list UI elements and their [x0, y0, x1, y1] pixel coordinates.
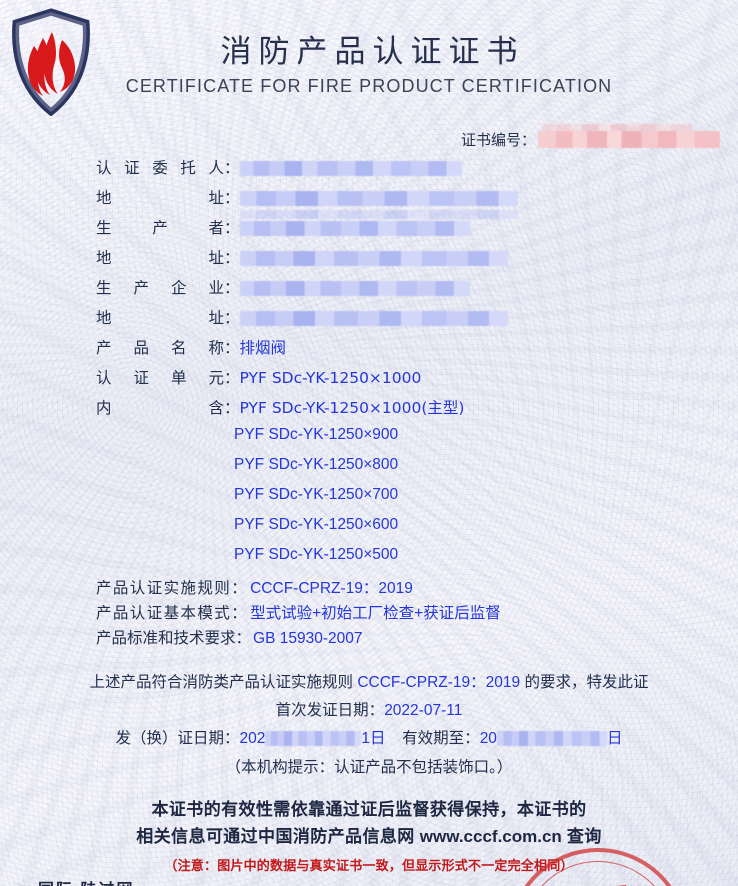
- field-row-manufacturer: 生产者 ：: [96, 216, 716, 246]
- field-label-applicant-address: 地址: [96, 189, 224, 207]
- field-value-production-enterprise-redacted: [239, 281, 470, 297]
- field-colon-manufacturer: ：: [224, 220, 240, 237]
- field-value-product-name: 排烟阀: [239, 339, 287, 357]
- statement-suffix: 的要求，特发此证: [520, 674, 649, 691]
- field-row-production-address: 地址 ：: [96, 306, 716, 336]
- certificate-number-label: 证书编号：: [460, 131, 536, 149]
- rule-value-implementation: CCCF-CPRZ-19：2019: [250, 580, 413, 597]
- footer-line-2-suffix: 查询: [561, 827, 602, 846]
- certificate-number-redaction-upper: [542, 124, 692, 134]
- model-item-3: PYF SDc-YK-1250×700: [234, 486, 399, 503]
- conformity-statement: 上述产品符合消防类产品认证实施规则 CCCF-CPRZ-19：2019 的要求，…: [0, 670, 738, 692]
- rule-row-implementation: 产品认证实施规则： CCCF-CPRZ-19：2019: [96, 576, 736, 601]
- field-colon-manufacturer-address: ：: [224, 250, 240, 267]
- model-item-2: PYF SDc-YK-1250×800: [234, 456, 399, 473]
- footer-line-2: 相关信息可通过中国消防产品信息网 www.cccf.com.cn 查询: [0, 823, 738, 850]
- first-issue-date-label: 首次发证日期：: [275, 702, 385, 719]
- image-accuracy-warning: （注意：图片中的数据与真实证书一致，但显示形式不一定完全相同）: [164, 858, 574, 873]
- field-value-manufacturer-address-redacted: [239, 251, 508, 267]
- field-value-applicant-address-redacted: [239, 191, 518, 207]
- issue-date-label: 发（换）证日期：: [115, 730, 240, 747]
- page-title-english: CERTIFICATE FOR FIRE PRODUCT CERTIFICATI…: [125, 76, 613, 96]
- rule-label-standard: 产品标准和技术要求：: [96, 629, 252, 647]
- applicant-fields: 认证委托人 ： 地址 ： 生产者 ： 地址 ：: [96, 156, 716, 576]
- model-item-4: PYF SDc-YK-1250×600: [234, 516, 399, 533]
- field-row-contains: 内含 ： PYF SDc-YK-1250×1000(主型): [96, 396, 716, 426]
- expiry-date-suffix: 日: [606, 730, 623, 747]
- model-item-0: PYF SDc-YK-1250×1000(主型): [239, 399, 465, 417]
- field-row-applicant-address: 地址 ：: [96, 186, 716, 219]
- certificate-number-redaction: [538, 131, 720, 148]
- expiry-date-label: 有效期至：: [402, 730, 480, 747]
- certificate-number-row: 证书编号：: [460, 124, 724, 150]
- first-issue-date-value: 2022-07-11: [384, 702, 463, 719]
- model-item-1: PYF SDc-YK-1250×900: [234, 426, 399, 443]
- page-title-chinese: 消防产品认证证书: [220, 34, 525, 70]
- expiry-date-redaction: [496, 731, 607, 747]
- field-value-production-address-redacted: [239, 311, 508, 327]
- field-colon-production-address: ：: [224, 310, 240, 327]
- expiry-date-prefix: 20: [479, 730, 497, 747]
- footer-line-2-prefix: 相关信息可通过中国消防产品信息网: [136, 827, 420, 846]
- field-label-manufacturer-address: 地址: [96, 249, 224, 267]
- rule-label-implementation: 产品认证实施规则：: [96, 579, 249, 597]
- field-row-manufacturer-address: 地址 ：: [96, 246, 716, 276]
- field-colon-applicant: ：: [224, 160, 240, 177]
- field-colon-contains: ：: [224, 400, 240, 417]
- field-value-applicant-redacted: [239, 161, 462, 177]
- model-item-5: PYF SDc-YK-1250×500: [234, 546, 399, 563]
- field-value-certification-unit: PYF SDc-YK-1250×1000: [239, 369, 422, 387]
- field-colon-production-enterprise: ：: [224, 280, 240, 297]
- field-row-production-enterprise: 生产企业 ：: [96, 276, 716, 306]
- issue-date-prefix: 202: [239, 730, 266, 747]
- field-label-manufacturer: 生产者: [96, 219, 224, 237]
- seal-text: 消防产品: [507, 873, 681, 886]
- field-value-applicant-address-redacted-2: [239, 210, 518, 219]
- rule-row-standard: 产品标准和技术要求： GB 15930-2007: [96, 626, 736, 651]
- field-value-manufacturer-redacted: [239, 221, 470, 237]
- rule-value-standard: GB 15930-2007: [253, 630, 363, 647]
- statement-prefix: 上述产品符合消防类产品认证实施规则: [89, 674, 358, 691]
- field-label-contains: 内含: [96, 399, 224, 417]
- statement-rule-code: CCCF-CPRZ-19：2019: [357, 674, 521, 691]
- issue-date-suffix: 1日: [361, 730, 386, 747]
- field-colon-certification-unit: ：: [224, 370, 240, 387]
- clipped-bottom-text: 国际 陆过网: [38, 876, 134, 886]
- organization-note: （本机构提示：认证产品不包括装饰口。）: [225, 759, 513, 776]
- field-colon-product-name: ：: [224, 340, 240, 357]
- footer-line-1: 本证书的有效性需依靠通过证后监督获得保持，本证书的: [151, 800, 587, 819]
- issue-expiry-date-row: 发（换）证日期：202 1日 有效期至：20 日: [0, 726, 738, 748]
- field-row-applicant: 认证委托人 ：: [96, 156, 716, 186]
- first-issue-date-row: 首次发证日期：2022-07-11: [0, 698, 738, 720]
- model-variant-list: PYF SDc-YK-1250×900 PYF SDc-YK-1250×800 …: [234, 426, 716, 576]
- rule-label-mode: 产品认证基本模式：: [96, 604, 249, 622]
- field-label-product-name: 产品名称: [96, 339, 224, 357]
- field-label-production-enterprise: 生产企业: [96, 279, 224, 297]
- rule-value-mode: 型式试验+初始工厂检查+获证后监督: [250, 605, 501, 622]
- cccf-website-url[interactable]: www.cccf.com.cn: [419, 827, 562, 846]
- footer-notice: 本证书的有效性需依靠通过证后监督获得保持，本证书的 相关信息可通过中国消防产品信…: [0, 796, 738, 850]
- field-row-product-name: 产品名称 ： 排烟阀: [96, 336, 716, 366]
- field-colon-applicant-address: ：: [224, 190, 240, 207]
- fire-shield-flame-logo: [8, 8, 94, 117]
- issue-date-redaction: [265, 731, 362, 747]
- field-label-certification-unit: 认证单元: [96, 369, 224, 387]
- field-label-production-address: 地址: [96, 309, 224, 327]
- rule-row-mode: 产品认证基本模式： 型式试验+初始工厂检查+获证后监督: [96, 601, 736, 626]
- certification-rules: 产品认证实施规则： CCCF-CPRZ-19：2019 产品认证基本模式： 型式…: [96, 576, 736, 651]
- field-row-certification-unit: 认证单元 ： PYF SDc-YK-1250×1000: [96, 366, 716, 396]
- field-label-applicant: 认证委托人: [96, 159, 224, 177]
